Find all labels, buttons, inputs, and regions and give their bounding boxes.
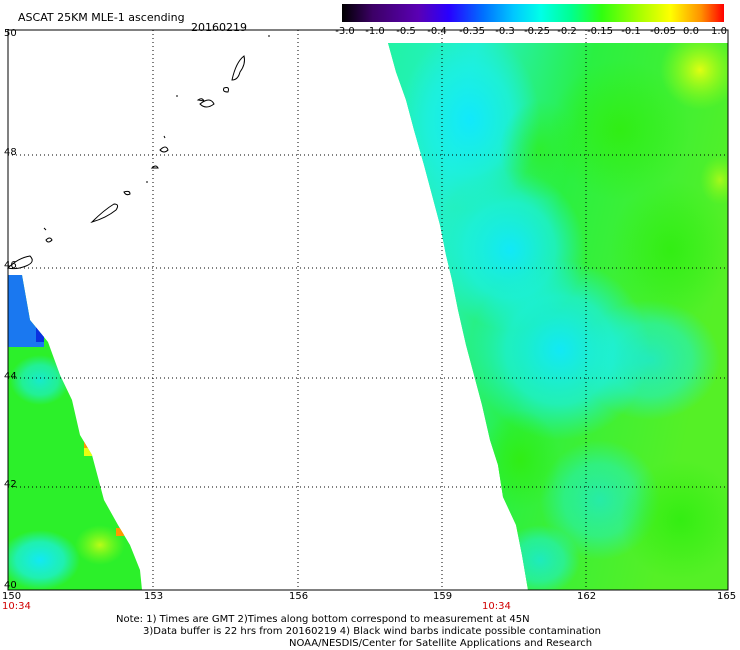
colorbar-label: 1.0 bbox=[711, 26, 727, 37]
kuril-islands bbox=[7, 35, 270, 270]
colorbar-label: -0.3 bbox=[495, 26, 515, 37]
colorbar-label: -0.5 bbox=[396, 26, 416, 37]
lat-label: 40 bbox=[4, 580, 17, 591]
lon-label: 162 bbox=[577, 591, 597, 602]
colorbar bbox=[342, 4, 724, 22]
colorbar-label: -0.1 bbox=[621, 26, 641, 37]
time-label: 10:34 bbox=[2, 601, 31, 612]
colorbar-labels: -3.0 -1.0 -0.5 -0.4 -0.35 -0.3 -0.25 -0.… bbox=[0, 26, 740, 38]
lon-label: 159 bbox=[433, 591, 453, 602]
footnote-line: Note: 1) Times are GMT 2)Times along bot… bbox=[116, 614, 530, 625]
colorbar-label: -0.15 bbox=[587, 26, 613, 37]
colorbar-label: -0.2 bbox=[557, 26, 577, 37]
lon-label: 150 bbox=[2, 591, 22, 602]
product-date: 20160219 bbox=[191, 21, 247, 34]
footnote-line: 3)Data buffer is 22 hrs from 20160219 4)… bbox=[143, 626, 601, 637]
time-label: 10:34 bbox=[482, 601, 511, 612]
graticule bbox=[8, 30, 728, 590]
lat-label: 44 bbox=[4, 371, 17, 382]
product-title: ASCAT 25KM MLE-1 ascending bbox=[18, 11, 185, 24]
lat-label: 50 bbox=[4, 28, 17, 39]
colorbar-label: 0.0 bbox=[683, 26, 699, 37]
colorbar-label: -1.0 bbox=[365, 26, 385, 37]
colorbar-gradient bbox=[342, 4, 724, 22]
lon-label: 165 bbox=[717, 591, 737, 602]
colorbar-label: -0.35 bbox=[459, 26, 485, 37]
lon-label: 153 bbox=[144, 591, 164, 602]
colorbar-label: -3.0 bbox=[335, 26, 355, 37]
colorbar-label: -0.25 bbox=[524, 26, 550, 37]
lat-label: 48 bbox=[4, 147, 17, 158]
colorbar-label: -0.05 bbox=[650, 26, 676, 37]
lon-label: 156 bbox=[289, 591, 309, 602]
map-frame bbox=[7, 29, 729, 591]
lat-label: 46 bbox=[4, 260, 17, 271]
west-swath bbox=[8, 275, 142, 590]
east-swath bbox=[388, 43, 728, 590]
lat-label: 42 bbox=[4, 479, 17, 490]
footnote-line: NOAA/NESDIS/Center for Satellite Applica… bbox=[289, 638, 593, 649]
colorbar-label: -0.4 bbox=[427, 26, 447, 37]
